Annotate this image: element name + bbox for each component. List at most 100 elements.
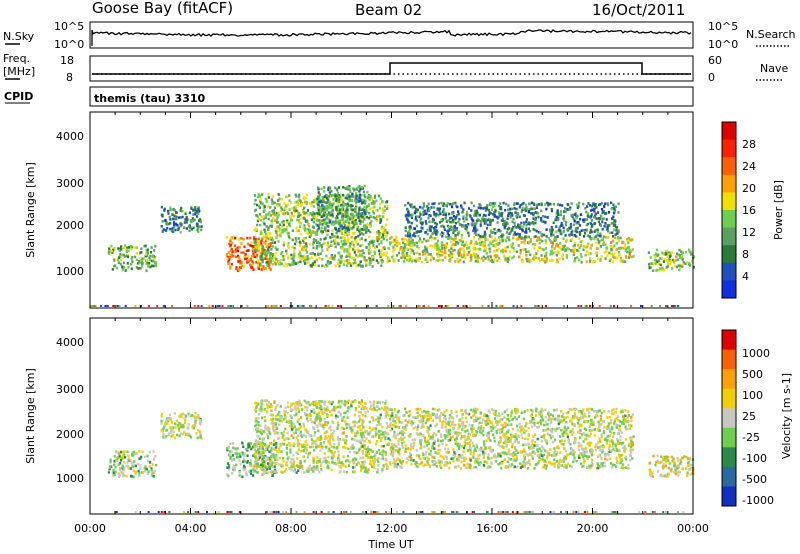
power-cell xyxy=(321,195,324,199)
velocity-cell xyxy=(377,422,380,426)
velocity-cell xyxy=(381,456,384,459)
velocity-cell xyxy=(289,451,292,454)
velocity-cell xyxy=(278,414,281,417)
velocity-cell xyxy=(238,474,241,477)
power-cell xyxy=(370,201,373,205)
power-cell xyxy=(353,214,356,218)
velocity-cell xyxy=(270,409,273,412)
power-cell xyxy=(280,198,283,201)
power-cell xyxy=(357,210,361,213)
power-colorbar-swatch xyxy=(722,122,736,141)
velocity-cell xyxy=(346,416,349,419)
power-cell xyxy=(545,201,549,205)
power-cell xyxy=(578,230,582,234)
power-cell xyxy=(528,202,531,206)
power-cell xyxy=(152,264,155,268)
velocity-cell xyxy=(269,405,272,409)
velocity-cell xyxy=(300,433,303,437)
power-cell xyxy=(360,186,363,189)
velocity-cell xyxy=(177,425,180,428)
velocity-cell xyxy=(299,426,302,430)
power-cell xyxy=(316,195,320,198)
velocity-cell xyxy=(345,435,348,438)
power-cell xyxy=(291,206,294,210)
power-ground-cell xyxy=(106,305,109,307)
power-cell xyxy=(536,249,540,253)
velocity-cell xyxy=(376,401,379,404)
power-cell xyxy=(329,220,332,224)
velocity-cell xyxy=(160,422,163,425)
power-cell xyxy=(191,217,194,220)
velocity-cell xyxy=(178,421,181,425)
velocity-cell xyxy=(336,427,339,430)
power-cell xyxy=(463,243,466,247)
velocity-cell xyxy=(255,456,258,459)
power-cell xyxy=(432,257,435,260)
power-cell xyxy=(554,218,557,221)
velocity-cell xyxy=(292,422,295,426)
velocity-cell xyxy=(296,420,299,424)
power-cell xyxy=(690,253,693,256)
velocity-cell xyxy=(294,408,297,412)
power-cell xyxy=(470,223,474,227)
power-cell xyxy=(391,240,394,244)
velocity-cell xyxy=(120,471,123,474)
power-ground-cell xyxy=(218,305,221,307)
power-cell xyxy=(507,214,510,217)
power-cell xyxy=(416,215,419,218)
power-cell xyxy=(256,263,259,267)
power-cell xyxy=(362,251,365,255)
power-cell xyxy=(533,207,536,211)
velocity-cell xyxy=(314,442,317,445)
power-cell xyxy=(486,255,489,259)
power-cell xyxy=(611,255,615,258)
power-cell xyxy=(443,228,446,231)
power-ground-cell xyxy=(659,305,662,307)
velocity-cell xyxy=(268,467,271,470)
power-cell xyxy=(593,209,596,213)
power-cell xyxy=(441,258,444,262)
velocity-cell xyxy=(364,451,368,454)
velocity-cell xyxy=(327,440,330,444)
power-cell xyxy=(601,217,604,221)
velocity-cell xyxy=(305,446,308,450)
velocity-cell xyxy=(119,459,123,462)
power-cell xyxy=(528,241,531,245)
power-cell xyxy=(338,222,341,226)
power-cell xyxy=(492,260,495,264)
power-cell xyxy=(122,246,125,250)
power-cell xyxy=(520,210,523,214)
power-cell xyxy=(271,254,275,258)
velocity-cell xyxy=(276,431,279,435)
velocity-cell xyxy=(277,447,281,450)
power-cell xyxy=(372,258,375,261)
power-cbar-tick-16: 16 xyxy=(742,204,756,217)
power-cell xyxy=(528,229,532,233)
power-cell xyxy=(431,220,434,224)
velocity-cell xyxy=(162,433,165,436)
power-cell xyxy=(613,244,616,248)
power-cell xyxy=(529,237,532,241)
velocity-cell xyxy=(372,404,375,407)
power-cell xyxy=(368,252,371,255)
power-cell xyxy=(494,244,497,248)
velocity-cell xyxy=(292,461,295,465)
power-cell xyxy=(318,256,321,260)
power-cell xyxy=(129,244,132,248)
power-cell xyxy=(335,221,338,225)
velocity-cell xyxy=(360,433,363,437)
power-cell xyxy=(602,210,605,213)
power-cell xyxy=(386,218,389,221)
power-cell xyxy=(580,229,583,232)
power-cell xyxy=(488,218,492,221)
power-cell xyxy=(532,228,535,231)
power-cell xyxy=(523,239,526,243)
power-cell xyxy=(340,199,343,202)
power-cell xyxy=(446,229,449,233)
power-cell xyxy=(363,258,366,262)
velocity-cell xyxy=(371,465,374,469)
velocity-cell xyxy=(296,441,299,444)
velocity-cell xyxy=(376,440,379,443)
velocity-cell xyxy=(338,458,341,462)
power-cell xyxy=(346,211,349,214)
